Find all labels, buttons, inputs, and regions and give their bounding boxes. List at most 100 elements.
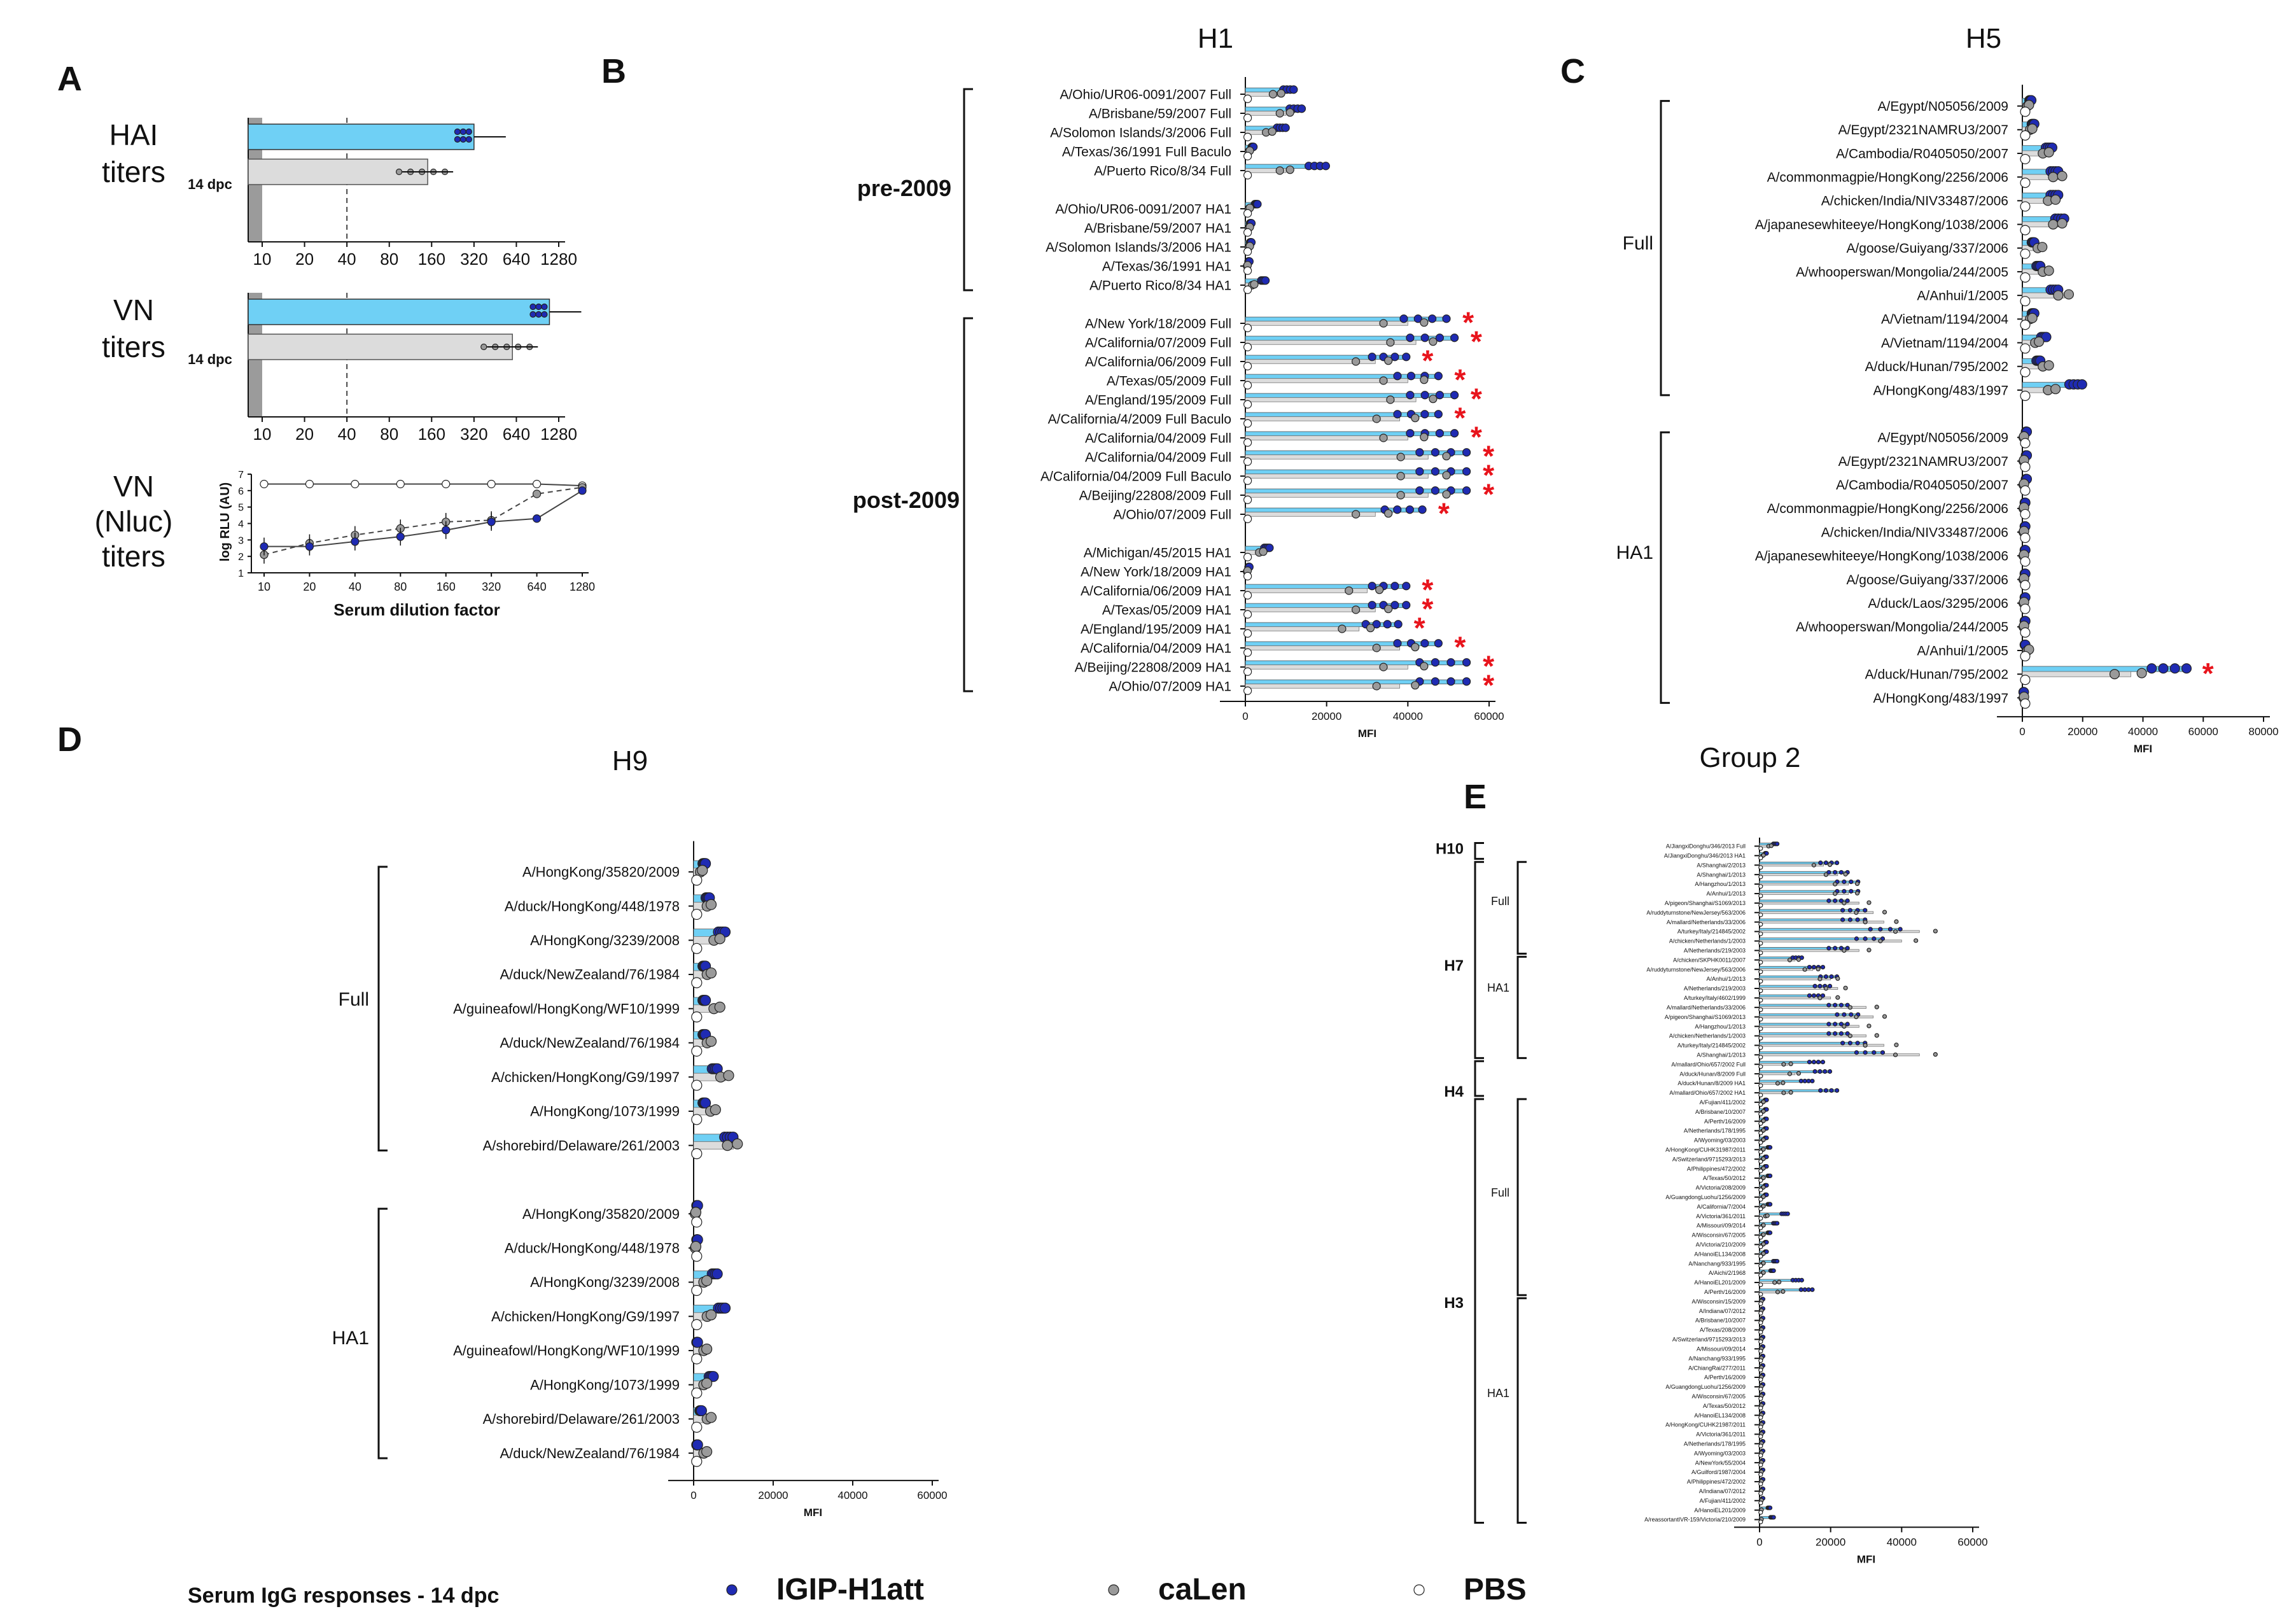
igip-dot xyxy=(1428,314,1437,323)
panel-d: H9 0 20000 40000 60000 MFI A/HongKong/35820/20… xyxy=(332,745,948,1519)
category-label: A/California/06/2009 Full xyxy=(1085,355,1231,369)
calen-dot xyxy=(1823,872,1829,877)
igip-dot xyxy=(1823,861,1829,866)
category-label: A/Hangzhou/1/2013 xyxy=(1695,1023,1746,1030)
calen-dot xyxy=(2063,289,2074,300)
igip-dot xyxy=(1431,467,1440,476)
igip-dot xyxy=(1835,1088,1840,1093)
calen-dot xyxy=(1761,1109,1766,1114)
panel-letter-d: D xyxy=(57,720,82,759)
calen-dot xyxy=(1411,681,1420,690)
pbs-dot xyxy=(1758,1083,1763,1088)
calen-bar xyxy=(1759,1063,1789,1066)
pbs-dot xyxy=(1758,1026,1763,1031)
igip-dot xyxy=(1446,658,1455,667)
pbs-dot xyxy=(1243,113,1252,122)
calen-dot xyxy=(1827,862,1833,868)
nluc-point-igip-2 xyxy=(351,537,360,546)
calen-dot xyxy=(1854,881,1860,887)
subtype-label-h10: H10 xyxy=(1436,840,1464,857)
calen-dot xyxy=(1761,1251,1766,1256)
pbs-dot xyxy=(2020,130,2031,141)
igip-dot xyxy=(1802,1287,1807,1292)
igip-dot xyxy=(1838,1002,1844,1008)
pbs-dot xyxy=(1243,457,1252,466)
category-label: A/Nanchang/933/1995 xyxy=(1688,1260,1746,1267)
calen-dot xyxy=(690,1207,702,1218)
pbs-dot xyxy=(2020,461,2031,472)
igip-dot xyxy=(1368,601,1376,610)
nluc-y-tick-label-3: 4 xyxy=(238,519,244,530)
category-label: A/reassortantIVR-159/Victoria/210/2009 xyxy=(1644,1517,1746,1523)
calen-bar xyxy=(1245,512,1376,517)
significance-asterisk: * xyxy=(1454,402,1466,435)
pbs-dot xyxy=(1758,865,1763,870)
igip-dot xyxy=(1434,410,1443,419)
x-tick-label-2: 40000 xyxy=(837,1489,867,1501)
igip-dot xyxy=(1435,391,1444,400)
calen-dot xyxy=(1761,1147,1766,1152)
pbs-dot xyxy=(1758,1197,1763,1202)
calen-dot xyxy=(1345,586,1354,595)
category-label: A/Texas/05/2009 Full xyxy=(1107,374,1231,388)
x-tick-label-3: 60000 xyxy=(1474,710,1504,722)
category-label: A/Perth/16/2009 xyxy=(1704,1118,1746,1125)
igip-dot xyxy=(1406,391,1415,400)
category-label: A/JiangxiDonghu/346/2013 HA1 xyxy=(1664,853,1746,859)
pbs-dot xyxy=(2020,225,2031,235)
category-label: A/duck/NewZealand/76/1984 xyxy=(500,1035,680,1051)
igip-dot xyxy=(1393,639,1402,648)
calen-dot xyxy=(1761,1137,1766,1142)
calen-dot xyxy=(1843,985,1848,990)
category-label: A/turkey/Italy/214845/2002 xyxy=(1677,929,1746,935)
calen-dot xyxy=(1384,605,1393,614)
igip-dot xyxy=(1840,908,1845,913)
calen-dot xyxy=(1420,318,1429,327)
calen-bar xyxy=(1759,901,1859,904)
calen-dot xyxy=(2043,360,2054,371)
category-label: A/Egypt/N05056/2009 xyxy=(1878,99,2009,114)
pbs-dot xyxy=(1243,495,1252,504)
calen-dot xyxy=(1772,1280,1777,1285)
calen-dot xyxy=(1893,929,1898,934)
panel-b-title: H1 xyxy=(1198,23,1233,54)
igip-dot xyxy=(708,1371,719,1382)
igip-dot xyxy=(1450,391,1459,400)
nluc-panel: VN(Nluc)titers 1 2 3 4 5 6 7 10 20 40 80 160 320 640 12… xyxy=(95,470,595,619)
category-label: A/HongKong/1073/1999 xyxy=(530,1377,680,1393)
category-label: A/Solomon Islands/3/2006 Full xyxy=(1050,125,1231,140)
calen-dot xyxy=(1761,1194,1766,1199)
calen-dot xyxy=(1847,1005,1852,1010)
significance-asterisk: * xyxy=(1471,383,1482,416)
igip-dot xyxy=(1462,658,1471,667)
x-tick-label-2: 40000 xyxy=(1887,1536,1917,1548)
category-label: A/Beijing/22808/2009 Full xyxy=(1079,488,1231,503)
calen-dot xyxy=(1843,871,1848,877)
x-tick-label-1: 20000 xyxy=(2068,726,2097,738)
pbs-dot xyxy=(1243,610,1252,619)
calen-dot xyxy=(1761,853,1766,858)
calen-bar xyxy=(1759,968,1814,971)
nluc-point-pbs-5 xyxy=(487,479,496,489)
bracket-h5-ha1 xyxy=(1660,431,1670,704)
category-label: A/Anhui/1/2005 xyxy=(1917,643,2008,658)
calen-bar xyxy=(1245,645,1400,650)
igip-dot xyxy=(1872,936,1877,941)
vn-dpc-label: 14 dpc xyxy=(188,351,232,367)
bracket-h10 xyxy=(1474,841,1484,860)
significance-asterisk: * xyxy=(1483,650,1494,683)
legend-label-1: caLen xyxy=(1158,1573,1247,1606)
pbs-dot xyxy=(1758,1481,1763,1487)
category-label: A/California/04/2009 Full Baculo xyxy=(1040,469,1231,484)
hai-x-tick-label-3: 80 xyxy=(380,249,398,269)
pbs-dot xyxy=(1758,1092,1763,1098)
category-label: A/Netherlands/178/1995 xyxy=(1684,1440,1746,1447)
igip-dot xyxy=(1798,1078,1803,1084)
bracket-h3 xyxy=(1474,1098,1484,1524)
category-label: A/Ohio/07/2009 HA1 xyxy=(1109,679,1231,694)
igip-dot xyxy=(1368,353,1376,362)
calen-dot xyxy=(1442,452,1451,461)
pbs-dot xyxy=(2020,390,2031,401)
hai-igip-dot-4 xyxy=(459,136,466,143)
calen-dot xyxy=(1878,938,1883,944)
